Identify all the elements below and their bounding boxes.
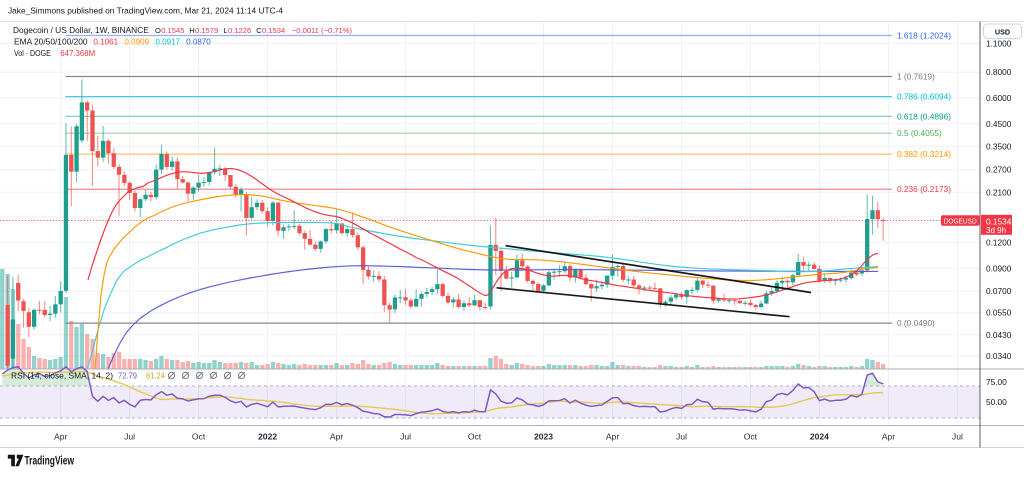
svg-text:0.1579: 0.1579 [195,26,218,35]
svg-text:0.5 (0.4055): 0.5 (0.4055) [897,128,942,138]
svg-text:0.1534: 0.1534 [262,26,285,35]
svg-text:0.0430: 0.0430 [986,330,1012,340]
svg-text:72.79: 72.79 [118,371,137,381]
svg-text:1.1000: 1.1000 [986,39,1012,49]
svg-text:Jul: Jul [124,432,135,442]
svg-text:Oct: Oct [744,432,758,442]
svg-text:Jake_Simmons published on Trad: Jake_Simmons published on TradingView.co… [8,6,283,16]
svg-text:0.2700: 0.2700 [986,165,1012,175]
svg-text:Apr: Apr [330,432,344,442]
svg-text:0.0700: 0.0700 [986,286,1012,296]
svg-text:0.4500: 0.4500 [986,119,1012,129]
svg-text:75.00: 75.00 [986,377,1007,387]
svg-text:0.236 (0.2173): 0.236 (0.2173) [897,184,951,194]
svg-text:0.0900: 0.0900 [986,263,1012,273]
svg-text:0.786 (0.6094): 0.786 (0.6094) [897,92,951,102]
svg-text:−0.0011 (−0.71%): −0.0011 (−0.71%) [292,26,353,35]
svg-text:DOGEUSD: DOGEUSD [944,218,977,225]
svg-text:Vol · DOGE: Vol · DOGE [14,49,51,58]
svg-text:C: C [256,26,262,35]
svg-text:2023: 2023 [534,432,553,442]
svg-text:Dogecoin / US Dollar, 1W, BINA: Dogecoin / US Dollar, 1W, BINANCE [13,25,149,35]
svg-text:0.0550: 0.0550 [986,308,1012,318]
svg-text:Oct: Oct [192,432,206,442]
svg-text:Apr: Apr [606,432,620,442]
svg-text:0.1226: 0.1226 [228,26,251,35]
svg-text:RSI (14, close, SMA, 14, 2): RSI (14, close, SMA, 14, 2) [11,371,113,381]
svg-text:0.0909: 0.0909 [124,37,149,46]
svg-text:L: L [223,26,227,35]
svg-text:Jul: Jul [676,432,687,442]
svg-text:0.6000: 0.6000 [986,93,1012,103]
svg-text:O: O [155,26,161,35]
svg-text:0.382 (0.3214): 0.382 (0.3214) [897,149,951,159]
svg-text:0.0870: 0.0870 [186,37,211,46]
svg-text:0.3500: 0.3500 [986,141,1012,151]
svg-text:2022: 2022 [258,432,277,442]
svg-text:Jul: Jul [400,432,411,442]
svg-text:H: H [189,26,194,35]
svg-text:TradingView: TradingView [25,456,75,468]
svg-text:1.618 (1.2024): 1.618 (1.2024) [897,31,951,41]
svg-text:0.0340: 0.0340 [986,351,1012,361]
svg-text:0.618 (0.4896): 0.618 (0.4896) [897,111,951,121]
svg-text:Apr: Apr [882,432,896,442]
svg-text:1 (0.7619): 1 (0.7619) [897,72,935,82]
svg-text:0.0917: 0.0917 [155,37,180,46]
svg-text:0.8000: 0.8000 [986,67,1012,77]
svg-text:0.1534: 0.1534 [986,217,1012,227]
svg-text:Jul: Jul [952,432,963,442]
svg-text:0.2100: 0.2100 [986,187,1012,197]
svg-text:2024: 2024 [810,432,829,442]
svg-text:Oct: Oct [468,432,482,442]
svg-text:EMA 20/50/100/200: EMA 20/50/100/200 [14,37,88,46]
svg-text:USD: USD [995,27,1010,36]
svg-text:0 (0.0490): 0 (0.0490) [897,318,935,328]
svg-text:647.368M: 647.368M [60,49,95,58]
svg-text:3d 9h: 3d 9h [986,226,1006,235]
svg-text:0.1200: 0.1200 [986,238,1012,248]
svg-text:0.1061: 0.1061 [93,37,118,46]
svg-text:61.24: 61.24 [146,371,165,381]
svg-text:50.00: 50.00 [986,397,1007,407]
svg-text:Apr: Apr [54,432,68,442]
svg-text:0.1545: 0.1545 [161,26,184,35]
